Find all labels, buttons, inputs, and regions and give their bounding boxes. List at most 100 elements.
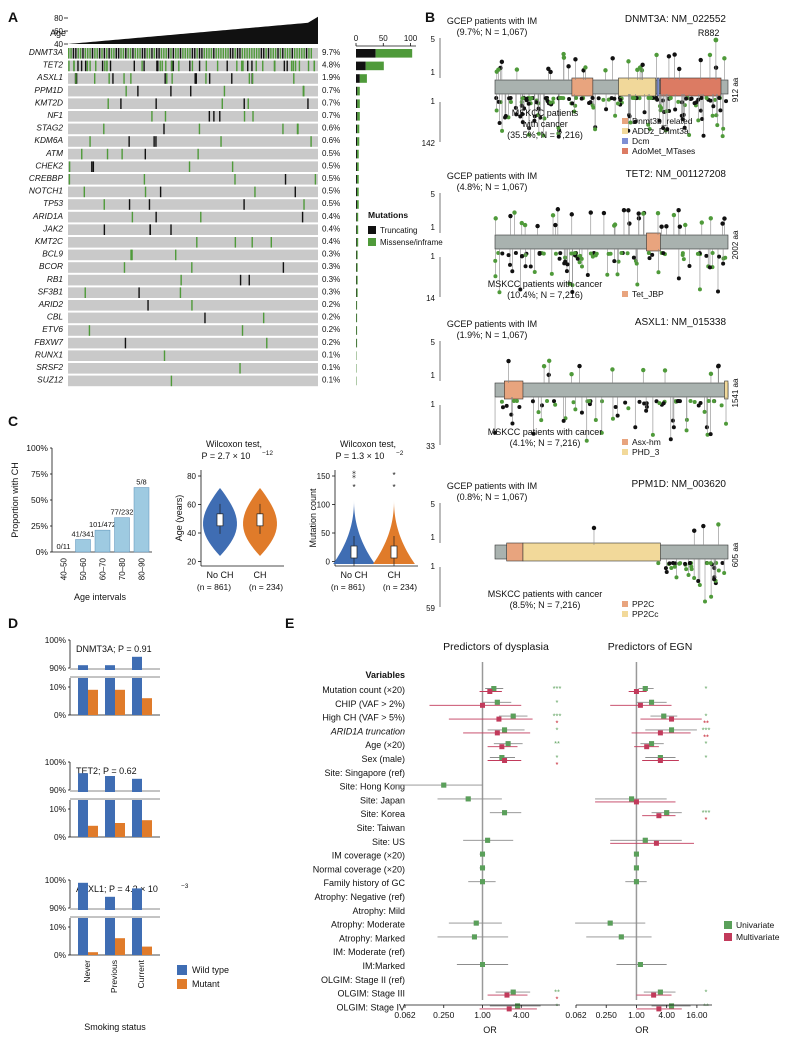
mutation-tick [231,161,234,172]
dys-univ-marker [480,865,485,871]
wilcoxon-p-exp: −12 [262,450,273,457]
mutation-tick [201,48,203,59]
mutation-tick [243,111,246,122]
lollipop-head [626,208,631,213]
mutation-tick [167,48,170,59]
lollipop-head [536,131,541,136]
mutation-tick [197,148,199,160]
mutation-tick [143,60,145,72]
gene-percent: 0.4% [322,224,340,233]
dys-multi-point [480,702,485,708]
wild-bar-upper [78,665,88,670]
lollipop-head [555,207,561,212]
or-tick: 1.00 [474,1010,491,1020]
protein-domain [618,77,657,97]
mutation-tick [166,73,168,84]
protein-domain [724,380,729,400]
mutation-tick [131,249,133,261]
gene-percent: 0.5% [322,187,340,196]
sig-stars-univ: * [705,988,708,997]
lollipop-head [721,126,726,131]
lolli-tick: 1 [431,97,436,106]
oncoprint-row [68,161,318,172]
smoking-ytick: 0% [54,950,67,960]
gene-percent: 0.7% [322,86,340,95]
lollipop-head [706,399,711,404]
lollipop-head [647,127,652,132]
egn-multi-point [653,840,659,846]
mutation-tick [158,48,160,59]
lollipop-head [641,367,646,373]
wild-bar-lower [78,678,88,715]
mutation-tick [124,337,127,349]
lollipop-head [684,567,689,572]
mutation-tick [86,60,89,72]
smoking-ytick: 0% [54,832,67,842]
gene-percent: 0.6% [322,136,340,145]
gene-percent: 0.5% [322,149,340,158]
lollipop-head [675,399,680,404]
gcep-sub: (4.8%; N = 1,067) [457,182,528,192]
ch-xtick: 80–90 [138,557,147,580]
count-bar-miss [356,225,359,234]
count-bar-miss [356,326,358,335]
lollipop-head [585,273,590,278]
lollipop-head [570,290,575,295]
or-label-dysplasia: OR [483,1025,497,1035]
count-bar-trunc [356,250,357,260]
mutation-tick [231,73,233,84]
lollipop-head [716,363,721,369]
lollipop-head [494,96,499,101]
mutation-tick [68,48,70,59]
gcep-label: GCEP patients with IM [447,481,537,491]
lollipop-head [655,211,661,216]
lollipop-head [504,403,509,408]
legend-truncating: Truncating [380,226,418,235]
lollipop-head [577,260,582,265]
gcep-sub: (1.9%; N = 1,067) [457,330,528,340]
lollipop-head [699,96,704,101]
protein-title: TET2: NM_001127208 [626,169,727,180]
domain-swatch [622,449,628,455]
mutation-tick [310,48,313,59]
gene-label: ASXL1 [36,72,63,82]
mutation-tick [307,98,309,109]
lollipop-head [572,109,577,114]
count-bar-trunc [356,124,358,134]
count-bar-miss [356,263,358,272]
mutation-tick [213,48,215,59]
lolli-tick: 1 [431,371,436,380]
lollipop-head [523,264,528,269]
lollipop-head [723,255,728,260]
mutation-tick [266,337,268,349]
egn-univ-marker [669,727,675,733]
lollipop-head [510,269,515,274]
oncoprint-row [68,199,318,210]
lollipop-head [610,56,615,61]
egn-univ-marker [649,741,655,747]
variable-label: High CH (VAF > 5%) [322,713,405,723]
lollipop-head [556,131,561,136]
mutation-tick [70,48,72,59]
variable-label: Age (×20) [365,740,405,750]
gene-label: DNMT3A [29,47,64,57]
gene-label: RUNX1 [35,349,63,359]
egn-univ-marker [642,686,648,691]
lollipop-head [711,104,716,109]
gene-label: ATM [45,148,63,158]
lollipop-head [708,216,713,221]
gene-percent: 0.1% [322,376,340,385]
violin-box [216,513,224,527]
lollipop-head [721,261,726,266]
mutation-tick [136,48,139,59]
egn-multi-point [669,716,675,722]
smoking-title-exp: −3 [181,883,189,890]
mutation-tick [279,48,282,59]
egn-univ-marker [657,989,663,995]
mutant-bar [88,689,98,715]
mutation-tick [267,48,270,59]
lollipop-head [661,401,666,406]
lollipop-head [661,125,666,130]
smoking-ytick: 90% [49,903,66,913]
dys-univ-marker [480,851,485,857]
